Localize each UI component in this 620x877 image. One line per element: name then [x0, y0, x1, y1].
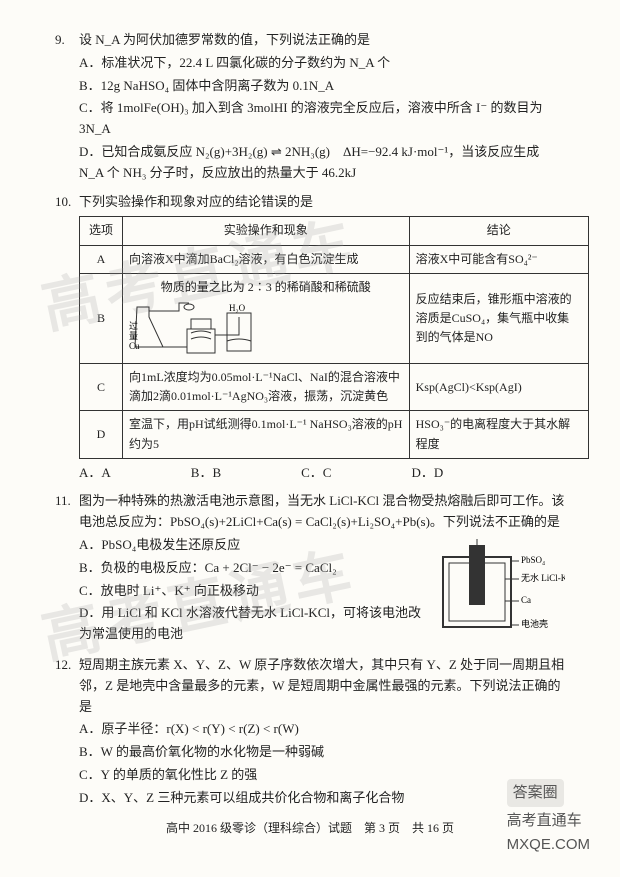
row-d-res: HSO₃⁻的电离程度大于其水解程度	[409, 411, 588, 458]
svg-text:PbSO₄: PbSO₄	[521, 555, 545, 565]
table-row: C 向1mL浓度均为0.05mol·L⁻¹NaCl、NaI的混合溶液中滴加2滴0…	[80, 363, 589, 410]
q10-option-d: D．D	[411, 463, 443, 484]
page-footer: 高中 2016 级零诊（理科综合）试题 第 3 页 共 16 页	[55, 819, 565, 838]
q12-stem: 短周期主族元素 X、Y、Z、W 原子序数依次增大，其中只有 Y、Z 处于同一周期…	[79, 655, 565, 717]
q10-option-a: A．A	[79, 463, 111, 484]
row-a-key: A	[80, 245, 123, 273]
experiment-table: 选项 实验操作和现象 结论 A 向溶液X中滴加BaCl₂溶液，有白色沉淀生成 溶…	[79, 216, 589, 458]
stamp-line2: 高考直通车	[507, 812, 582, 829]
row-a-res: 溶液X中可能含有SO₄²⁻	[409, 245, 588, 273]
q12-option-d: D．X、Y、Z 三种元素可以组成共价化合物和离子化合物	[79, 788, 565, 809]
row-d-op: 室温下，用pH试纸测得0.1mol·L⁻¹ NaHSO₃溶液的pH约为5	[123, 411, 410, 458]
svg-text:Cu: Cu	[129, 341, 140, 351]
q12-number: 12.	[55, 655, 79, 717]
q9-option-b: B．12g NaHSO₄ 固体中含阴离子数为 0.1N_A	[79, 76, 565, 97]
q11-stem: 图为一种特殊的热激活电池示意图，当无水 LiCl-KCl 混合物受热熔融后即可工…	[79, 491, 565, 533]
apparatus-diagram-icon: 过 量 Cu H₂O	[129, 299, 269, 359]
row-b-op-text: 物质的量之比为 2∶3 的稀硝酸和稀硫酸	[129, 278, 403, 297]
svg-text:H₂O: H₂O	[229, 303, 246, 313]
q12-option-b: B．W 的最高价氧化物的水化物是一种弱碱	[79, 742, 565, 763]
table-row: D 室温下，用pH试纸测得0.1mol·L⁻¹ NaHSO₃溶液的pH约为5 H…	[80, 411, 589, 458]
svg-text:量: 量	[129, 331, 138, 341]
svg-text:电池壳: 电池壳	[521, 618, 548, 629]
question-11: 11. 图为一种特殊的热激活电池示意图，当无水 LiCl-KCl 混合物受热熔融…	[55, 491, 565, 647]
q12-option-a: A．原子半径：r(X) < r(Y) < r(Z) < r(W)	[79, 719, 565, 740]
table-header-result: 结论	[409, 217, 588, 245]
q9-option-a: A．标准状况下，22.4 L 四氯化碳的分子数约为 N_A 个	[79, 53, 565, 74]
table-header-option: 选项	[80, 217, 123, 245]
q9-option-c: C．将 1molFe(OH)₃ 加入到含 3molHI 的溶液完全反应后，溶液中…	[79, 98, 565, 140]
question-10: 10. 下列实验操作和现象对应的结论错误的是 选项 实验操作和现象 结论 A 向…	[55, 192, 565, 484]
source-stamp: 答案圈 高考直通车 MXQE.COM	[507, 779, 590, 857]
row-c-res: Ksp(AgCl)<Ksp(AgI)	[409, 363, 588, 410]
table-row: B 物质的量之比为 2∶3 的稀硝酸和稀硫酸 过 量 Cu	[80, 273, 589, 363]
svg-text:无水 LiCl-KCl: 无水 LiCl-KCl	[521, 572, 565, 583]
question-9: 9. 设 N_A 为阿伏加德罗常数的值，下列说法正确的是 A．标准状况下，22.…	[55, 30, 565, 184]
q10-option-c: C．C	[301, 463, 331, 484]
exam-page: 高考直通车 高考直通车 9. 设 N_A 为阿伏加德罗常数的值，下列说法正确的是…	[0, 0, 620, 877]
question-12: 12. 短周期主族元素 X、Y、Z、W 原子序数依次增大，其中只有 Y、Z 处于…	[55, 655, 565, 809]
row-a-op: 向溶液X中滴加BaCl₂溶液，有白色沉淀生成	[123, 245, 410, 273]
row-b-key: B	[80, 273, 123, 363]
q9-stem: 设 N_A 为阿伏加德罗常数的值，下列说法正确的是	[79, 30, 565, 51]
row-b-op: 物质的量之比为 2∶3 的稀硝酸和稀硫酸 过 量 Cu	[123, 273, 410, 363]
q12-option-c: C．Y 的单质的氧化性比 Z 的强	[79, 765, 565, 786]
q10-number: 10.	[55, 192, 79, 213]
row-b-res: 反应结束后，锥形瓶中溶液的溶质是CuSO₄，集气瓶中收集 到的气体是NO	[409, 273, 588, 363]
q9-number: 9.	[55, 30, 79, 51]
table-header-operation: 实验操作和现象	[123, 217, 410, 245]
row-c-key: C	[80, 363, 123, 410]
svg-text:Ca: Ca	[521, 595, 531, 605]
stamp-line3: MXQE.COM	[507, 836, 590, 853]
q9-option-d: D．已知合成氨反应 N₂(g)+3H₂(g) ⇌ 2NH₃(g) ΔH=−92.…	[79, 142, 565, 184]
stamp-line1: 答案圈	[507, 779, 564, 807]
q10-stem: 下列实验操作和现象对应的结论错误的是	[79, 192, 565, 213]
q10-option-b: B．B	[191, 463, 221, 484]
q11-number: 11.	[55, 491, 79, 533]
battery-diagram: PbSO₄ 无水 LiCl-KCl Ca 电池壳	[435, 539, 565, 641]
table-row: A 向溶液X中滴加BaCl₂溶液，有白色沉淀生成 溶液X中可能含有SO₄²⁻	[80, 245, 589, 273]
row-d-key: D	[80, 411, 123, 458]
row-c-op: 向1mL浓度均为0.05mol·L⁻¹NaCl、NaI的混合溶液中滴加2滴0.0…	[123, 363, 410, 410]
svg-text:过: 过	[129, 320, 138, 331]
